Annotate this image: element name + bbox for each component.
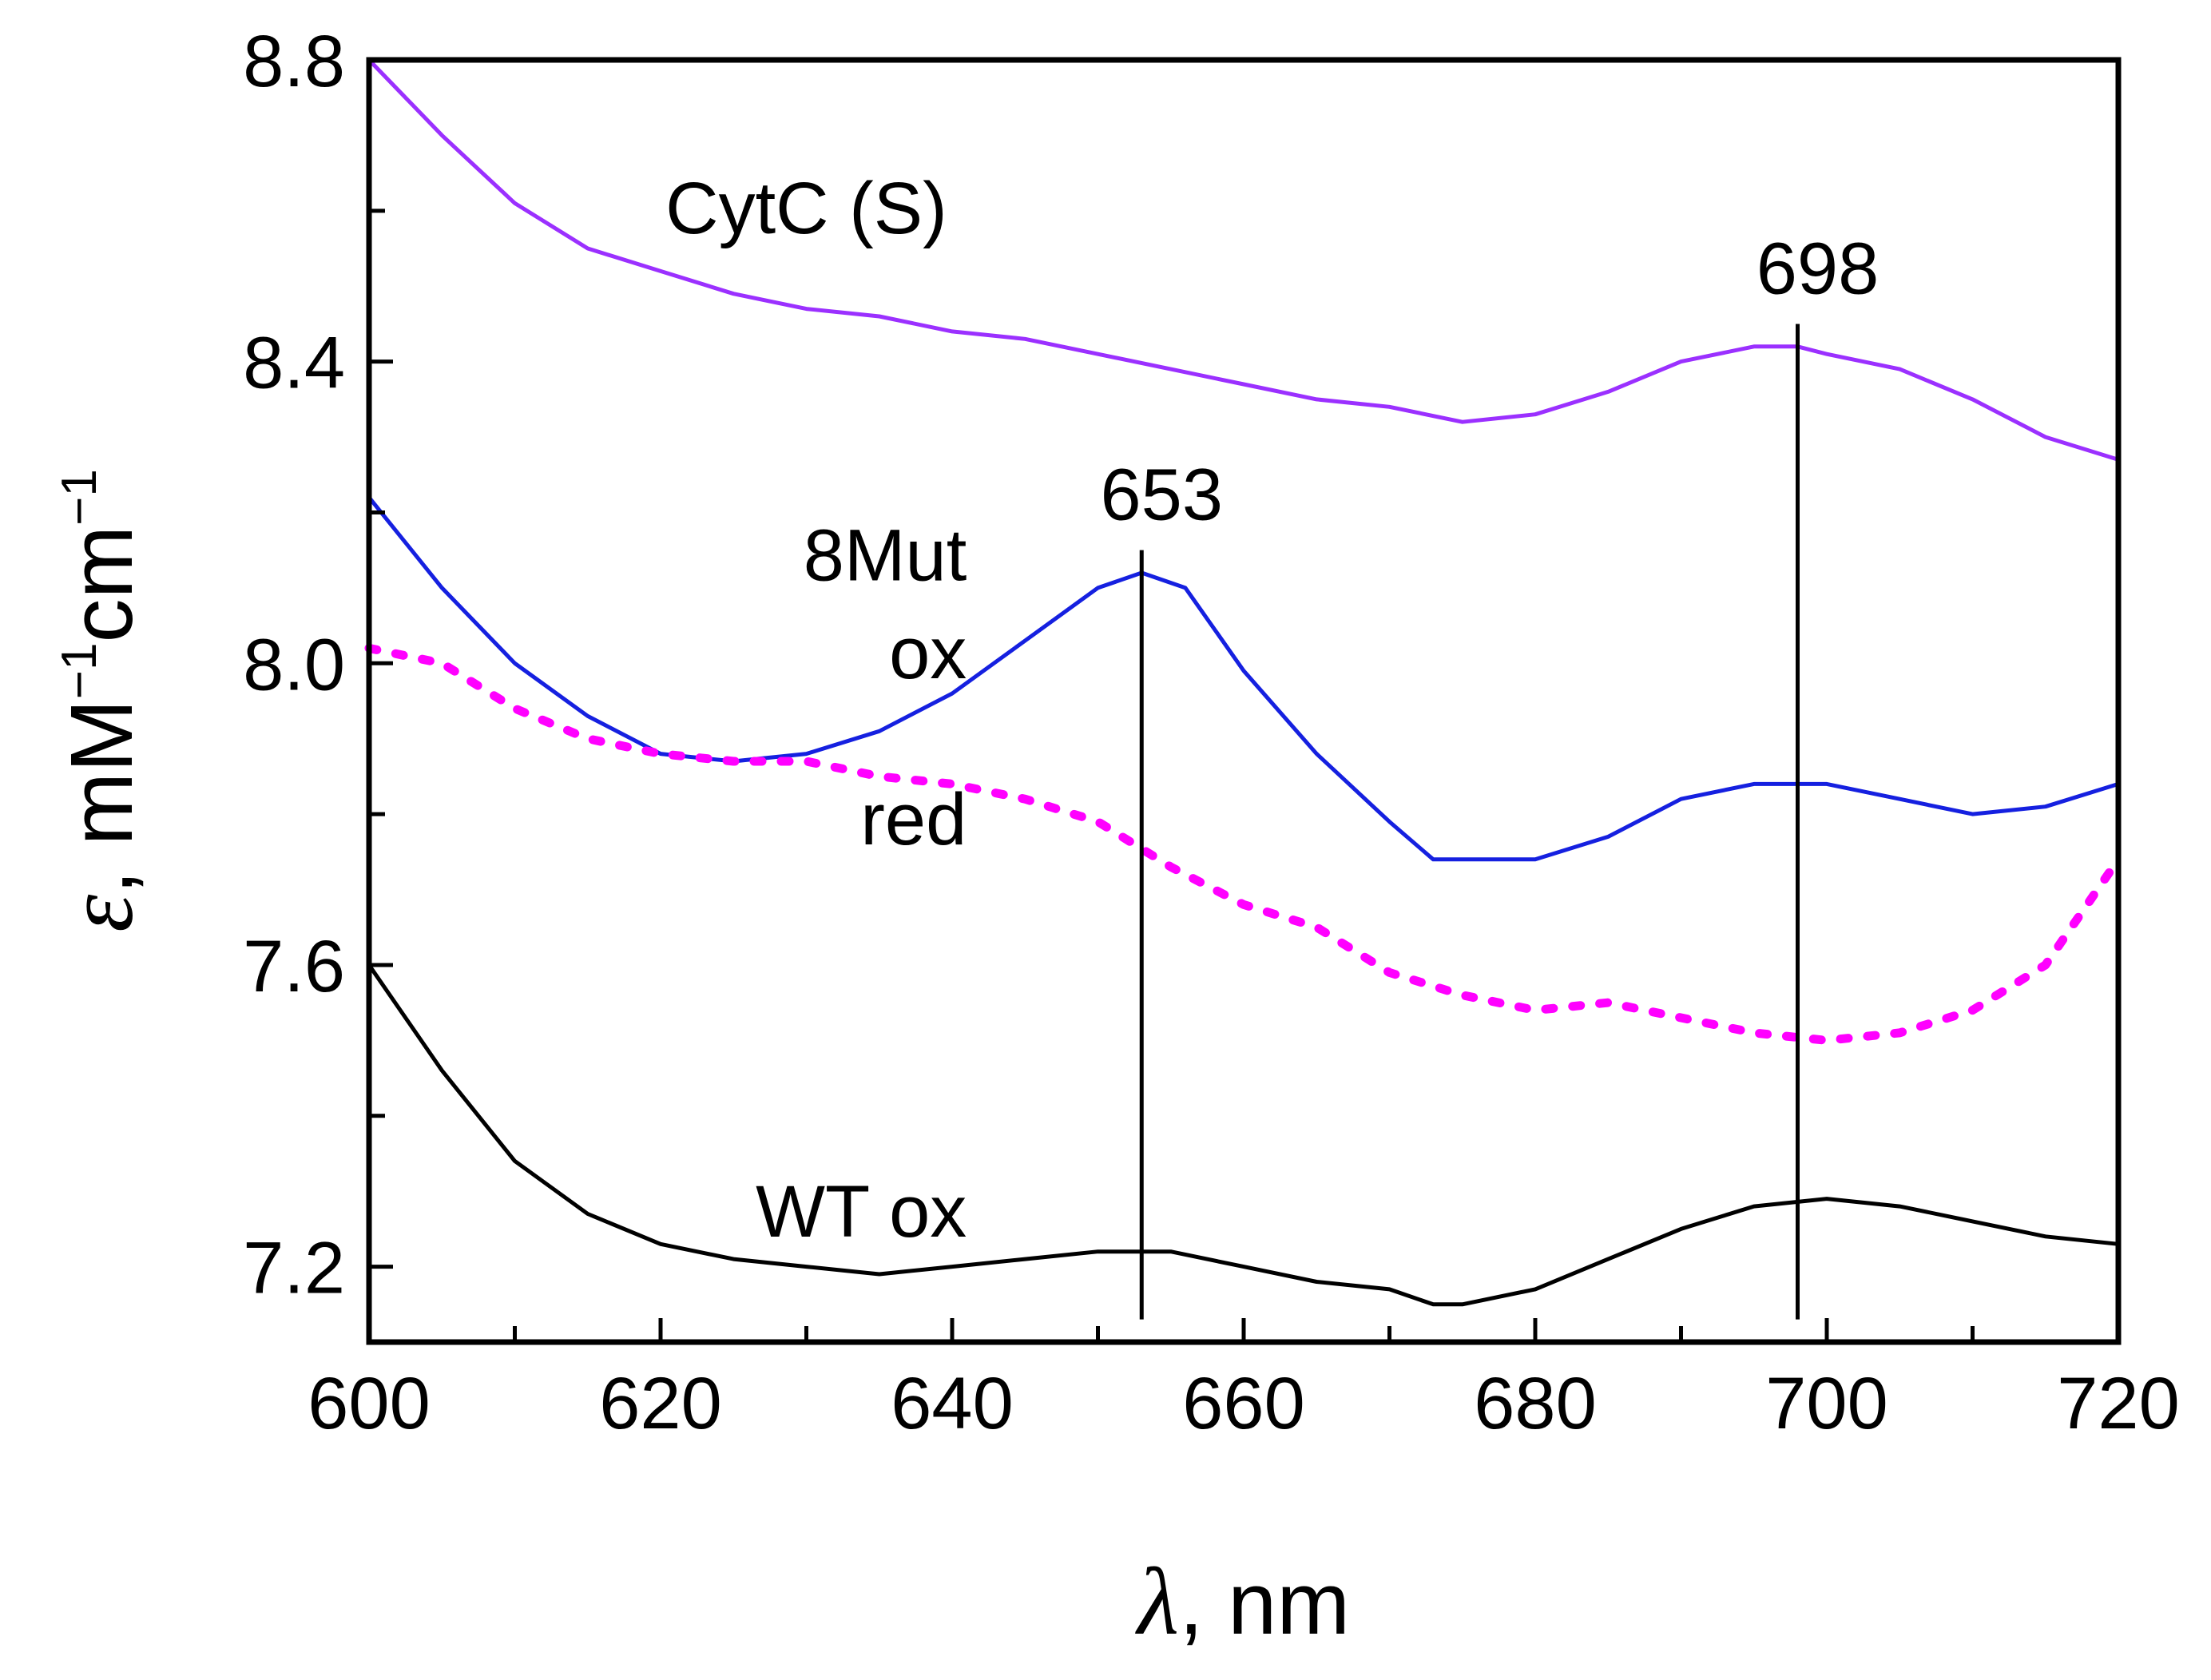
y-tick-label: 7.2 — [243, 1228, 345, 1309]
y-axis-sup-2: −1 — [52, 469, 107, 526]
y-axis-unit-cm: cm — [53, 526, 151, 643]
y-axis-unit-mm: , mM — [53, 699, 151, 894]
axis-ticks — [367, 58, 2121, 1342]
x-tick-label: 620 — [599, 1363, 722, 1444]
series-layer — [364, 58, 2123, 1307]
annotations: 653 698 CytC (S) 8Mut ox red WT ox — [665, 168, 1879, 1253]
series-line-wt-ox — [367, 963, 2121, 1307]
x-tick-label: 680 — [1474, 1363, 1597, 1444]
annotation-red: red — [860, 779, 967, 860]
y-axis-symbol: ε — [46, 894, 153, 932]
y-axis-sup-1: −1 — [52, 642, 107, 699]
x-tick-label: 640 — [891, 1363, 1014, 1444]
x-tick-label: 720 — [2057, 1363, 2180, 1444]
annotation-8mut: 8Mut — [804, 514, 967, 596]
marker-label-698: 698 — [1756, 228, 1880, 309]
x-tick-label: 600 — [308, 1363, 431, 1444]
y-tick-label: 8.8 — [243, 21, 345, 102]
y-axis-title: ε, mM−1cm−1 — [46, 469, 153, 932]
annotation-wt-ox: WT ox — [756, 1171, 967, 1253]
annotation-ox: ox — [889, 613, 967, 694]
x-axis-unit: , nm — [1179, 1555, 1350, 1653]
tick-labels: 600 620 640 660 680 700 720 7.2 7.6 8.0 8.4 8.8 — [243, 21, 2180, 1444]
marker-label-653: 653 — [1101, 455, 1224, 536]
series-line-8mut-ox — [367, 495, 2121, 862]
y-tick-label: 8.4 — [243, 323, 345, 404]
annotation-cytc-s: CytC (S) — [665, 168, 947, 249]
x-axis-symbol: λ — [1135, 1548, 1179, 1654]
y-tick-label: 7.6 — [243, 926, 345, 1007]
x-tick-label: 700 — [1765, 1363, 1888, 1444]
series-line-8mut-red — [364, 643, 2123, 1045]
x-axis-title: λ, nm — [1135, 1548, 1350, 1654]
y-tick-label: 8.0 — [243, 624, 345, 705]
series-line-cytc-s — [367, 58, 2121, 462]
vertical-markers — [1139, 324, 1800, 1320]
x-tick-label: 660 — [1182, 1363, 1305, 1444]
